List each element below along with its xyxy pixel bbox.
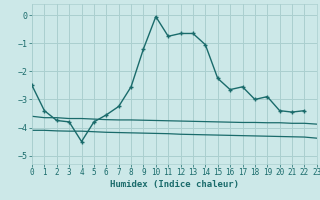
X-axis label: Humidex (Indice chaleur): Humidex (Indice chaleur) bbox=[110, 180, 239, 189]
